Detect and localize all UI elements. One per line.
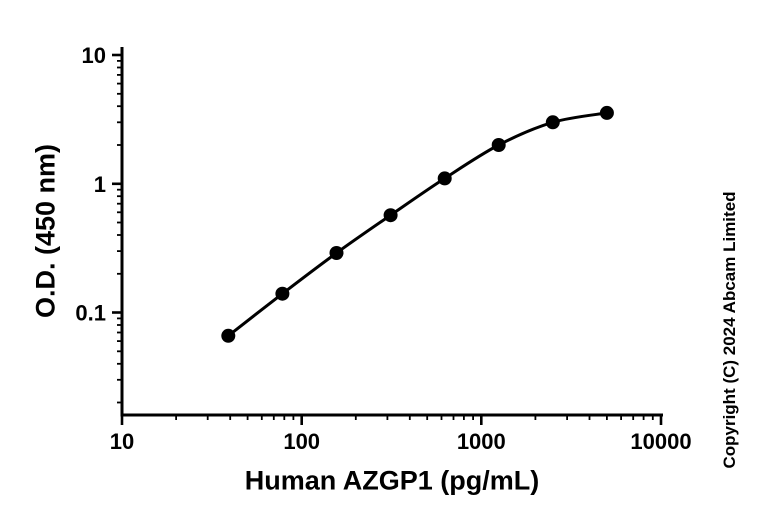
data-point-marker <box>275 286 290 301</box>
data-point-marker <box>221 328 236 343</box>
axes <box>120 47 663 417</box>
data-point-marker <box>491 138 506 152</box>
x-tick-label: 1000 <box>457 429 506 454</box>
y-tick-label: 0.1 <box>75 301 106 326</box>
y-axis-ticks: 0.1 1 10 <box>75 43 122 326</box>
curve-line <box>227 111 608 337</box>
y-tick-label: 10 <box>82 43 106 68</box>
x-tick-label: 10000 <box>630 429 691 454</box>
y-tick-label: 1 <box>94 172 106 197</box>
data-point-marker <box>599 105 614 120</box>
data-point-marker <box>329 246 344 260</box>
y-axis-label: O.D. (450 nm) <box>30 143 61 319</box>
x-tick-label: 10 <box>110 429 134 454</box>
copyright-text: Copyright (C) 2024 Abcam Limited <box>720 191 739 469</box>
x-axis-ticks: 10 100 1000 10000 <box>110 415 692 454</box>
data-point-marker <box>437 171 452 186</box>
data-point-marker <box>545 115 560 130</box>
x-tick-label: 100 <box>283 429 320 454</box>
x-axis-label: Human AZGP1 (pg/mL) <box>244 465 540 496</box>
data-points <box>221 105 614 343</box>
data-point-marker <box>383 208 398 223</box>
